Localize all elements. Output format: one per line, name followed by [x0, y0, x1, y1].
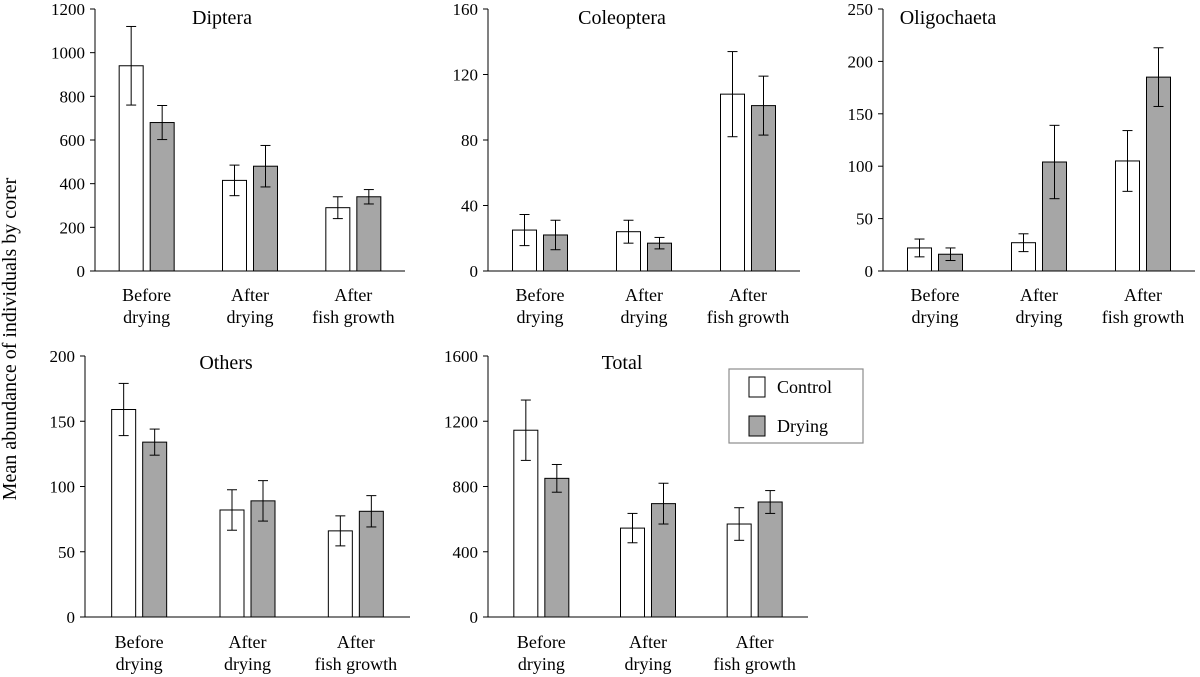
panel-title: Diptera [192, 7, 252, 29]
bar-drying-after-drying [250, 500, 276, 618]
y-tick-label: 1600 [444, 347, 478, 366]
y-tick-label: 0 [77, 262, 86, 281]
x-category-label: Before drying [517, 632, 566, 674]
x-category-label: Before drying [115, 632, 164, 674]
y-tick-label: 40 [461, 197, 478, 216]
y-tick-label: 200 [50, 347, 76, 366]
panel-oligochaeta: 0 50 100 150 200 250 Oligochaeta Before drying Af… [848, 0, 1195, 327]
y-tick-label: 120 [453, 66, 479, 85]
x-category-label: Before drying [911, 285, 960, 327]
x-category-label: After fish growth [315, 632, 398, 674]
x-category-label: After drying [625, 632, 672, 674]
bar-drying-before-drying [142, 441, 168, 618]
legend-label-drying: Drying [777, 416, 828, 436]
y-tick-label: 0 [67, 608, 76, 627]
legend: Control Drying [728, 368, 864, 444]
y-tick-label: 250 [848, 0, 874, 19]
y-tick-label: 50 [856, 210, 873, 229]
y-tick-label: 160 [453, 0, 479, 19]
y-tick-label: 200 [848, 52, 874, 71]
bar-drying-before-drying [149, 122, 175, 272]
x-category-label: After drying [224, 632, 271, 674]
panel-diptera: 0 200 400 600 800 1000 1200 Diptera Before drying… [51, 0, 405, 327]
panel-title: Others [199, 352, 253, 374]
x-category-label: After drying [1016, 285, 1063, 327]
y-tick-label: 150 [848, 105, 874, 124]
y-axis-label: Mean abundance of individuals by corer [0, 177, 21, 500]
x-category-label: After drying [227, 285, 274, 327]
y-tick-label: 200 [60, 218, 86, 237]
y-tick-label: 600 [60, 131, 86, 150]
x-category-label: Before drying [516, 285, 565, 327]
y-tick-label: 0 [470, 608, 479, 627]
x-category-label: Before drying [122, 285, 171, 327]
legend-label-control: Control [777, 377, 832, 397]
y-tick-label: 1000 [51, 44, 85, 63]
x-category-label: After fish growth [1102, 285, 1185, 327]
x-category-label: After fish growth [707, 285, 790, 327]
y-tick-label: 400 [60, 175, 86, 194]
panel-title: Total [602, 352, 643, 374]
bar-drying-before-drying [544, 477, 570, 618]
panel-coleoptera: 0 40 80 120 160 Coleoptera Before drying After dr… [453, 0, 800, 327]
x-category-label: After fish growth [312, 285, 395, 327]
x-category-label: After fish growth [713, 632, 796, 674]
panel-title: Oligochaeta [900, 7, 997, 29]
y-tick-label: 1200 [51, 0, 85, 19]
y-tick-label: 800 [453, 478, 479, 497]
y-tick-label: 100 [848, 157, 874, 176]
y-tick-label: 100 [50, 478, 76, 497]
y-tick-label: 1200 [444, 412, 478, 431]
bar-drying-after-fish-growth [358, 510, 384, 618]
y-tick-label: 50 [58, 543, 75, 562]
y-tick-label: 150 [50, 412, 76, 431]
bar-drying-after-fish-growth [356, 196, 382, 272]
y-tick-label: 0 [865, 262, 874, 281]
panel-title: Coleoptera [578, 7, 666, 29]
panel-total: 0 400 800 1200 1600 Total Before drying After dry… [444, 347, 808, 674]
y-tick-label: 80 [461, 131, 478, 150]
legend-swatch-control [748, 376, 766, 398]
legend-swatch-drying [748, 415, 766, 437]
bar-control-before-drying [513, 429, 539, 618]
y-tick-label: 0 [470, 262, 479, 281]
panel-others: 0 50 100 150 200 Others Before drying After dryin… [50, 347, 410, 674]
bar-control-before-drying [111, 409, 137, 618]
bar-drying-after-fish-growth [1146, 76, 1171, 272]
bar-drying-after-fish-growth [757, 501, 783, 618]
y-tick-label: 800 [60, 87, 86, 106]
x-category-label: After drying [621, 285, 668, 327]
y-tick-label: 400 [453, 543, 479, 562]
